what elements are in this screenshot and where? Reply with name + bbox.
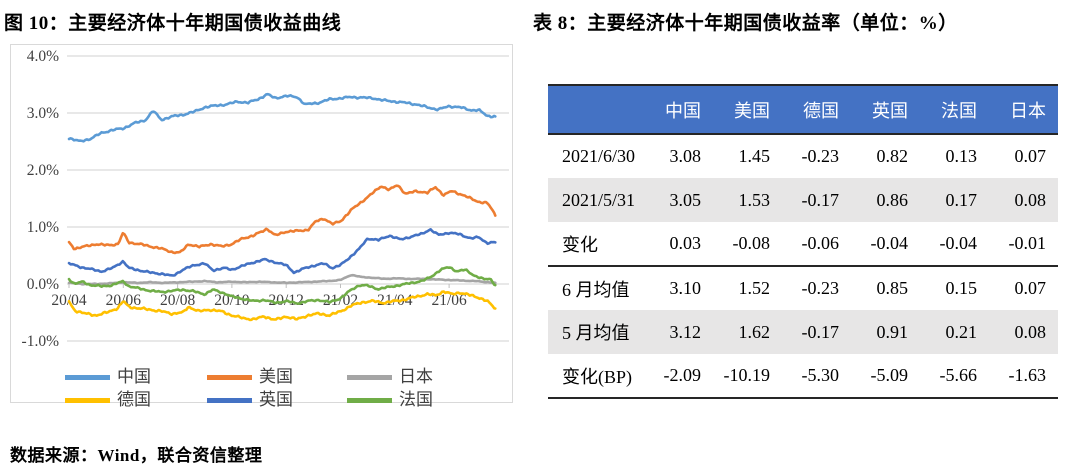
value-cell: -0.04 (870, 233, 909, 253)
row-label-cell: 6 月均值 (562, 279, 630, 300)
value-cell: 3.10 (669, 278, 702, 298)
yield-table-header-cell: 英国 (851, 85, 920, 134)
row-label-cell: 变化(BP) (562, 366, 633, 387)
data-source-note: 数据来源：Wind，联合资信整理 (10, 446, 263, 465)
x-axis-tick-label: 21/02 (323, 292, 358, 309)
legend-line-swatch (347, 374, 392, 380)
value-cell: 0.85 (876, 278, 909, 298)
series-line-美国 (67, 184, 497, 255)
value-cell: -5.09 (870, 365, 909, 385)
table-row: 5 月均值 3.12 1.62 -0.17 0.91 0.21 0.08 (548, 310, 1058, 354)
yield-table-header-row: 中国 美国 德国 英国 法国 日本 (548, 85, 1058, 134)
yield-curve-chart: 4.0%3.0%2.0%1.0%0.0%-1.0%20/04 20/06 20/08… (22, 48, 509, 350)
table-row: 2021/6/30 3.08 1.45 -0.23 0.82 0.13 0.07 (548, 134, 1058, 178)
table-row: 6 月均值 3.10 1.52 -0.23 0.85 0.15 0.07 (548, 266, 1058, 310)
value-cell: 1.53 (738, 189, 771, 210)
legend-line-swatch (65, 374, 110, 380)
y-axis-tick-label: -1.0% (22, 333, 60, 350)
value-cell: -1.63 (1008, 365, 1047, 385)
value-cell: 1.62 (738, 321, 771, 342)
value-cell: -0.08 (732, 233, 771, 253)
legend-label: 德国 (117, 390, 151, 409)
row-label-cell: 2021/6/30 (562, 146, 636, 166)
x-axis-tick-label: 20/10 (214, 292, 250, 309)
value-cell: -10.19 (723, 365, 771, 385)
value-cell: 0.07 (1014, 278, 1047, 298)
value-cell: 0.91 (876, 321, 909, 342)
yield-table: 中国 美国 德国 英国 法国 日本 2021/6/30 3.08 1.45 -0.23 0.82 0… (548, 84, 1058, 399)
value-cell: 3.08 (669, 146, 702, 166)
yield-table-header-cell (548, 85, 644, 134)
value-cell: 0.21 (945, 321, 978, 342)
legend-line-swatch (65, 397, 110, 403)
legend-item-中国: 中国 (65, 367, 151, 387)
row-label-cell: 5 月均值 (562, 323, 630, 343)
value-cell: -0.01 (1008, 233, 1047, 253)
value-cell: 3.12 (669, 321, 702, 342)
yield-table-header-cell: 美国 (713, 85, 782, 134)
series-line-法国 (67, 266, 497, 306)
chart-legend-row-2: 德国 英国 法国 (11, 390, 512, 410)
value-cell: 0.17 (945, 189, 978, 210)
legend-item-美国: 美国 (207, 367, 293, 387)
value-cell: -2.09 (663, 365, 702, 385)
y-axis-tick-label: 2.0% (27, 162, 59, 179)
value-cell: -0.23 (801, 146, 840, 166)
yield-table-header-cell: 德国 (782, 85, 851, 134)
value-cell: 1.52 (738, 278, 771, 298)
value-cell: 1.45 (738, 146, 771, 166)
legend-line-swatch (207, 374, 252, 380)
x-axis-tick-label: 21/06 (431, 292, 467, 309)
row-label-cell: 2021/5/31 (562, 189, 636, 210)
x-axis-tick-label: 20/08 (160, 292, 196, 309)
value-cell: 0.86 (876, 189, 909, 210)
figure-title: 图 10：主要经济体十年期国债收益曲线 (4, 13, 342, 34)
y-axis-tick-label: 4.0% (27, 48, 59, 65)
legend-line-swatch (347, 397, 392, 403)
legend-item-法国: 法国 (347, 390, 433, 410)
yield-table-header-cell: 日本 (989, 85, 1058, 134)
legend-label: 中国 (117, 367, 151, 386)
legend-item-日本: 日本 (347, 367, 433, 387)
yield-table-header-cell: 法国 (920, 85, 989, 134)
table-row: 变化(BP) -2.09 -10.19 -5.30 -5.09 -5.66 -1.63 (548, 354, 1058, 398)
value-cell: 0.07 (1014, 146, 1047, 166)
y-axis-tick-label: 3.0% (27, 105, 59, 122)
table-row: 变化 0.03 -0.08 -0.06 -0.04 -0.04 -0.01 (548, 222, 1058, 266)
series-line-中国 (67, 92, 497, 143)
value-cell: -0.17 (801, 321, 840, 342)
series-line-英国 (67, 228, 497, 277)
y-axis-tick-label: 1.0% (27, 219, 59, 236)
value-cell: -0.23 (801, 278, 840, 298)
yield-curve-chart-panel: 4.0% 3.0% 2.0% 1.0% 0.0% -1.0% 20/04 20/06 20/08… (10, 44, 513, 409)
table-title: 表 8：主要经济体十年期国债收益率（单位：%） (533, 13, 958, 34)
value-cell: 0.82 (876, 146, 909, 166)
legend-item-英国: 英国 (207, 390, 293, 410)
legend-label: 法国 (399, 390, 433, 409)
series-line-德国 (67, 290, 497, 322)
table-row: 2021/5/31 3.05 1.53 -0.17 0.86 0.17 0.08 (548, 178, 1058, 222)
legend-label: 美国 (259, 367, 293, 386)
legend-label: 日本 (399, 367, 433, 386)
value-cell: 0.08 (1014, 321, 1047, 342)
value-cell: -5.30 (801, 365, 840, 385)
value-cell: -0.06 (801, 233, 840, 253)
value-cell: -5.66 (939, 365, 978, 385)
value-cell: 0.08 (1014, 189, 1047, 210)
value-cell: -0.17 (801, 189, 840, 210)
value-cell: 0.15 (945, 278, 978, 298)
value-cell: 3.05 (669, 189, 702, 210)
legend-item-德国: 德国 (65, 390, 151, 410)
chart-legend-row-1: 中国 美国 日本 (11, 367, 512, 387)
yield-table-header-cell: 中国 (644, 85, 713, 134)
y-axis-tick-label: 0.0% (27, 276, 59, 293)
value-cell: 0.13 (945, 146, 978, 166)
value-cell: -0.04 (939, 233, 978, 253)
row-label-cell: 变化 (562, 234, 598, 255)
legend-line-swatch (207, 397, 252, 403)
legend-label: 英国 (259, 390, 293, 409)
value-cell: 0.03 (669, 233, 702, 253)
